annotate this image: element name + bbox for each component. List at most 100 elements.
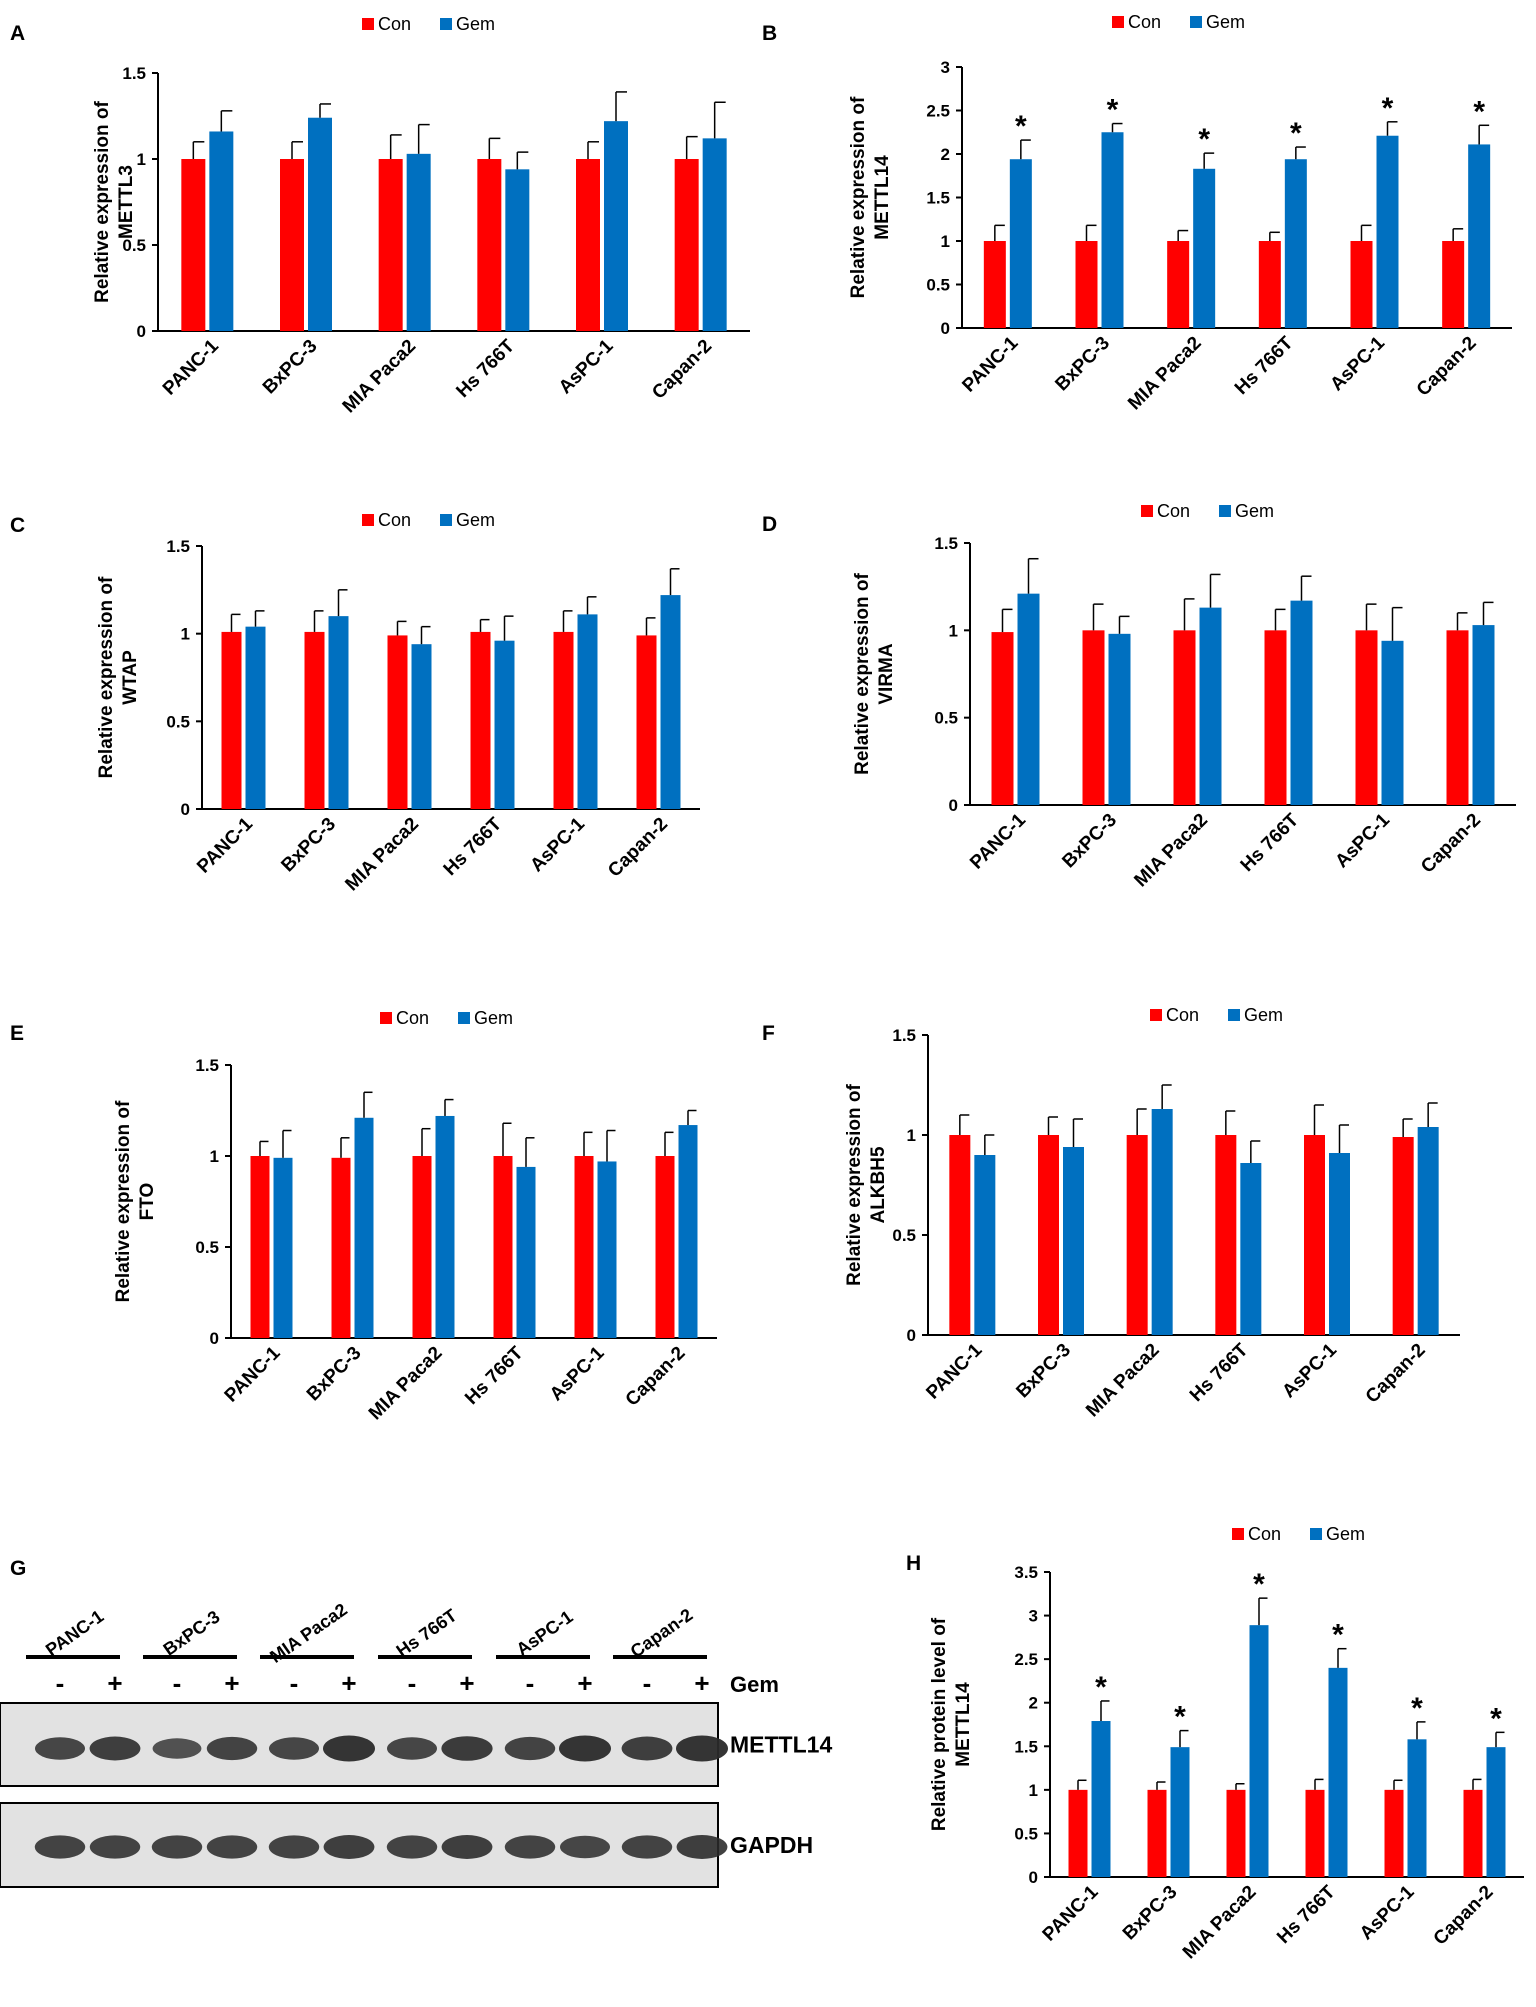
blot-protein-label: GAPDH xyxy=(730,1832,813,1858)
bar-con xyxy=(387,635,408,809)
y-tick-label: 0.5 xyxy=(122,236,146,255)
legend-swatch-con xyxy=(1150,1009,1162,1021)
y-tick-label: 1.5 xyxy=(122,64,146,83)
legend-label-gem: Gem xyxy=(1244,1005,1283,1025)
bar-con xyxy=(304,631,325,809)
y-axis-label: Relative expression of METTL3 xyxy=(92,100,137,302)
bar-gem xyxy=(1329,1153,1350,1335)
y-tick-label: 0 xyxy=(941,319,950,338)
significance-asterisk: * xyxy=(1095,1671,1107,1704)
bar-con xyxy=(1264,630,1287,805)
x-tick-label: BxPC-3 xyxy=(303,1343,366,1406)
bar-gem xyxy=(1108,633,1131,805)
significance-asterisk: * xyxy=(1411,1692,1423,1725)
significance-asterisk: * xyxy=(1332,1619,1344,1652)
bar-gem xyxy=(1151,1109,1173,1335)
x-tick-label: AsPC-1 xyxy=(546,1342,609,1405)
blot-band xyxy=(35,1737,85,1760)
bar-gem xyxy=(1472,625,1495,805)
x-tick-label: PANC-1 xyxy=(966,809,1030,873)
blot-band xyxy=(504,1736,556,1761)
bar-con xyxy=(576,159,600,331)
legend-label-gem: Gem xyxy=(1326,1524,1365,1544)
bar-gem xyxy=(273,1157,293,1338)
x-tick-label: PANC-1 xyxy=(221,1342,285,1406)
chart-panel-b: B Con Gem 0 0.5 1 1.5 2 2.5 3 Relative expression … xyxy=(762,12,1512,414)
blot-protein-label: METTL14 xyxy=(730,1732,832,1758)
blot-band xyxy=(323,1835,375,1859)
y-axis-label-line: METTL14 xyxy=(872,155,893,240)
blot-cell-line-label: PANC-1 xyxy=(42,1606,107,1660)
x-tick-label: PANC-1 xyxy=(159,335,223,399)
bar-gem xyxy=(1091,1721,1111,1877)
blot-cell-line-label: AsPC-1 xyxy=(513,1607,577,1660)
x-tick-label: BxPC-3 xyxy=(277,814,340,877)
x-tick-label: PANC-1 xyxy=(1039,1881,1103,1945)
y-axis-label-line: WTAP xyxy=(120,650,141,705)
bar-con xyxy=(412,1156,432,1338)
blot-band xyxy=(676,1835,728,1859)
x-tick-label: Capan-2 xyxy=(1430,1882,1498,1950)
bar-gem xyxy=(1407,1739,1427,1877)
y-tick-label: 0 xyxy=(907,1326,916,1345)
blot-band xyxy=(151,1835,203,1859)
x-tick-label: PANC-1 xyxy=(193,813,257,877)
legend-label-gem: Gem xyxy=(474,1008,513,1028)
legend-label-con: Con xyxy=(378,14,411,34)
bar-con xyxy=(1384,1789,1404,1877)
bar-gem xyxy=(1193,168,1216,328)
blot-lane-sign: - xyxy=(290,1668,299,1698)
y-tick-label: 0.5 xyxy=(166,712,190,731)
blot-band xyxy=(89,1835,141,1859)
blot-band xyxy=(34,1835,86,1859)
bar-con xyxy=(1226,1789,1246,1877)
legend-label-gem: Gem xyxy=(1206,12,1245,32)
x-tick-label: MIA Paca2 xyxy=(1130,810,1212,892)
legend: Con Gem xyxy=(380,1008,513,1028)
x-tick-label: MIA Paca2 xyxy=(1082,1340,1164,1422)
bar-con xyxy=(991,632,1014,805)
bar-gem xyxy=(1101,132,1124,328)
bar-con xyxy=(1075,241,1098,328)
significance-asterisk: * xyxy=(1015,110,1027,143)
bar-con xyxy=(655,1156,675,1338)
legend: Con Gem xyxy=(362,14,495,34)
significance-asterisk: * xyxy=(1290,117,1302,150)
x-tick-label: PANC-1 xyxy=(922,1339,986,1403)
legend-label-con: Con xyxy=(1248,1524,1281,1544)
y-tick-label: 1 xyxy=(181,625,190,644)
bar-gem xyxy=(209,131,234,331)
blot-lane-sign: - xyxy=(408,1668,417,1698)
x-tick-label: Capan-2 xyxy=(1362,1340,1430,1408)
bar-gem xyxy=(1284,159,1307,328)
legend-label-con: Con xyxy=(1166,1005,1199,1025)
bar-gem xyxy=(1017,593,1040,805)
blot-cell-line-label: BxPC-3 xyxy=(160,1607,224,1660)
blot-band xyxy=(269,1737,319,1760)
bar-con xyxy=(983,241,1006,328)
bar-gem xyxy=(1063,1147,1084,1335)
y-tick-label: 0.5 xyxy=(926,276,950,295)
blot-cell-line-label: Capan-2 xyxy=(627,1605,697,1662)
y-axis-label: Relative expression of WTAP xyxy=(96,576,141,778)
y-tick-label: 1.5 xyxy=(926,189,950,208)
bar-con xyxy=(378,159,403,331)
blot-band xyxy=(152,1738,202,1759)
y-tick-label: 0 xyxy=(949,796,958,815)
bar-gem xyxy=(1328,1667,1348,1877)
blot-band xyxy=(621,1736,673,1761)
x-tick-label: MIA Paca2 xyxy=(1124,333,1206,415)
bar-con xyxy=(181,159,206,331)
y-tick-label: 0 xyxy=(1029,1868,1038,1887)
bar-gem xyxy=(1376,135,1399,328)
significance-asterisk: * xyxy=(1490,1702,1502,1735)
x-tick-label: MIA Paca2 xyxy=(339,336,421,418)
y-tick-label: 0.5 xyxy=(195,1238,219,1257)
y-axis-label: Relative protein level of METTL14 xyxy=(929,1617,974,1831)
legend: Con Gem xyxy=(362,510,495,530)
x-tick-label: Hs 766T xyxy=(1186,1339,1253,1406)
legend: Con Gem xyxy=(1232,1524,1365,1544)
bar-gem xyxy=(678,1125,698,1338)
y-axis-label: Relative expression of METTL14 xyxy=(848,96,893,298)
bar-gem xyxy=(1199,607,1222,805)
